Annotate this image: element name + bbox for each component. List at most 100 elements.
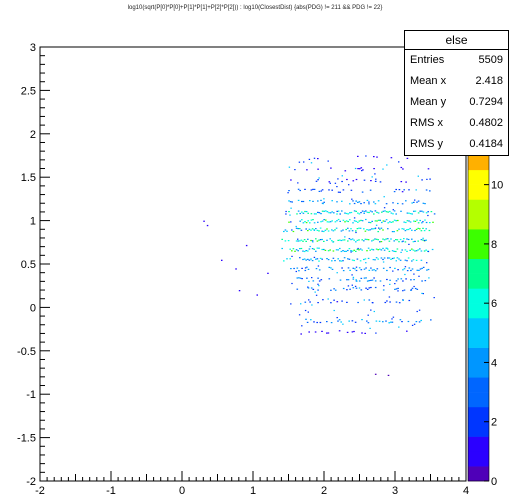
data-cell (403, 238, 405, 240)
data-cell (366, 211, 369, 213)
data-cell (306, 321, 309, 323)
data-cell (372, 259, 375, 261)
data-cell (384, 210, 386, 212)
data-cell (387, 222, 389, 224)
data-cell (296, 288, 299, 290)
data-cell (328, 221, 330, 223)
data-cell (365, 218, 367, 221)
data-cell (374, 220, 377, 222)
data-cell (342, 260, 344, 262)
data-cell (409, 213, 412, 215)
data-cell (313, 248, 315, 250)
data-cell (348, 184, 350, 186)
data-cell (301, 200, 303, 203)
data-cell (351, 331, 354, 333)
data-cell (316, 229, 319, 231)
stats-label: Mean x (410, 75, 447, 87)
data-cell (312, 188, 314, 190)
data-cell (339, 279, 342, 281)
data-cell (406, 270, 409, 272)
data-cell (421, 292, 423, 294)
data-cell (299, 220, 301, 222)
data-cell (330, 302, 332, 304)
data-cell (374, 173, 376, 175)
data-cell (372, 239, 375, 241)
data-cell (332, 257, 335, 259)
data-cell (349, 288, 351, 290)
data-cell (361, 191, 364, 193)
data-cell (315, 228, 317, 230)
data-cell (412, 249, 415, 251)
data-cell (360, 277, 363, 279)
data-cell (340, 260, 343, 262)
data-cell (310, 239, 312, 242)
data-cell (318, 239, 320, 241)
data-cell (398, 258, 400, 260)
data-cell (358, 220, 361, 222)
data-cell (401, 228, 403, 230)
data-cell (405, 221, 407, 224)
data-cell (352, 278, 355, 280)
data-cell (342, 323, 344, 325)
data-cell (390, 238, 392, 240)
data-cell (349, 219, 351, 221)
data-cell (332, 250, 335, 252)
data-cell (344, 212, 346, 214)
data-cell (355, 210, 357, 212)
data-cell (395, 239, 397, 241)
data-cell (413, 285, 415, 288)
data-cell (300, 229, 303, 231)
x-tick-label: 1 (250, 485, 256, 497)
data-cell (339, 213, 341, 215)
data-cell (375, 178, 377, 180)
data-cell (325, 219, 327, 221)
data-cell (393, 219, 396, 221)
data-cell (315, 294, 318, 296)
data-cell (367, 229, 370, 231)
data-cell (331, 189, 333, 191)
data-cell (326, 258, 328, 260)
data-cell (326, 321, 328, 323)
data-cell (424, 280, 427, 282)
data-cell (298, 161, 301, 163)
data-cell (369, 229, 371, 231)
color-scale-cell (468, 169, 489, 185)
stats-value: 0.7294 (469, 96, 503, 108)
data-cell (400, 251, 402, 253)
data-cell (307, 287, 310, 289)
data-cell (402, 269, 404, 271)
data-cell (333, 212, 335, 214)
data-cell (374, 270, 377, 272)
data-cell (417, 200, 420, 202)
y-tick-label: 2.5 (21, 85, 36, 97)
data-cell (377, 231, 379, 233)
data-cell (366, 250, 368, 252)
data-cell (321, 189, 324, 191)
data-cell (406, 260, 408, 262)
data-cell (355, 178, 358, 181)
data-cell (297, 182, 299, 184)
data-cell (425, 221, 428, 224)
data-cell (303, 161, 305, 163)
data-cell (285, 213, 287, 215)
data-cell (366, 229, 368, 231)
data-cell (352, 200, 354, 202)
data-cell (340, 321, 342, 323)
data-cell (307, 212, 309, 214)
data-cell (387, 257, 389, 259)
data-cell (307, 238, 309, 240)
data-cell (343, 239, 346, 241)
data-cell (324, 249, 327, 251)
data-cell (369, 189, 372, 191)
data-cell (342, 189, 345, 191)
data-cell (411, 324, 414, 326)
data-cell (406, 212, 409, 214)
color-scale-cell (468, 392, 489, 408)
data-cell (336, 201, 338, 203)
data-cell (221, 259, 223, 261)
data-cell (355, 230, 357, 232)
data-cell (304, 221, 306, 223)
data-cell (422, 237, 424, 239)
data-cell (353, 217, 356, 219)
color-scale-cell (468, 229, 489, 245)
